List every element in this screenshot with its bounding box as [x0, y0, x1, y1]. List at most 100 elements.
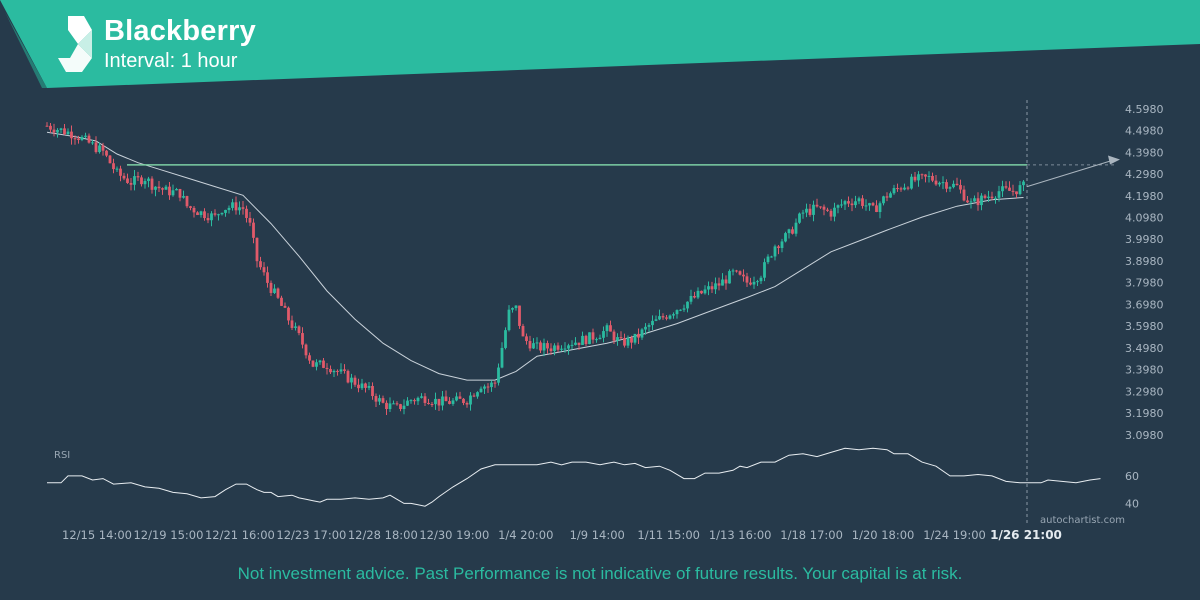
candle-body — [290, 320, 294, 328]
candle-body — [878, 203, 882, 213]
candle-body — [87, 135, 91, 143]
projection-line — [1026, 160, 1113, 188]
candle-body — [133, 176, 136, 185]
candle-body — [626, 337, 630, 346]
candle-body — [238, 207, 241, 211]
x-tick-label: 1/9 14:00 — [570, 528, 625, 542]
candle-body — [213, 213, 217, 215]
candle-body — [777, 246, 780, 249]
y-tick-label: 4.0980 — [1125, 211, 1164, 224]
candle-body — [675, 310, 679, 315]
candle-body — [98, 145, 101, 153]
candle-body — [101, 145, 105, 151]
x-tick-label: 12/28 18:00 — [348, 528, 418, 542]
candle-body — [651, 320, 654, 326]
candle-body — [444, 396, 448, 402]
candle-body — [269, 282, 273, 293]
candle-body — [693, 295, 696, 298]
price-y-axis: 4.5980 4.4980 4.3980 4.2980 4.1980 4.0980 3.99… — [1125, 103, 1164, 442]
candle-body — [539, 342, 542, 351]
candle-body — [1008, 187, 1011, 191]
x-tick-label: 1/11 15:00 — [637, 528, 700, 542]
candle-body — [182, 196, 185, 198]
candle-body — [371, 385, 374, 397]
candle-body — [119, 168, 122, 176]
candle-body — [80, 136, 84, 140]
header-banner: Blackberry Interval: 1 hour — [0, 0, 1200, 90]
candle-body — [903, 187, 906, 190]
candle-body — [997, 191, 1001, 198]
candle-body — [899, 188, 903, 190]
candle-body — [595, 339, 598, 341]
candle-body — [364, 383, 367, 388]
candle-body — [812, 204, 815, 215]
candle-body — [462, 398, 465, 404]
y-tick-label: 3.6980 — [1125, 298, 1164, 311]
interval-subtitle: Interval: 1 hour — [104, 50, 238, 72]
candle-body — [388, 403, 392, 410]
candle-body — [385, 402, 388, 410]
candle-body — [521, 325, 525, 337]
candle-body — [756, 281, 759, 283]
candle-body — [962, 189, 966, 201]
candle-body — [234, 202, 238, 211]
y-tick-label: 3.3980 — [1125, 364, 1164, 377]
candle-body — [203, 211, 206, 219]
candle-body — [794, 222, 798, 234]
candle-body — [283, 305, 287, 308]
candle-body — [553, 345, 556, 352]
candle-body — [511, 308, 514, 310]
candle-body — [353, 377, 357, 385]
candle-body — [525, 336, 528, 342]
candle-body — [924, 174, 927, 177]
candle-body — [805, 208, 808, 213]
candle-body — [157, 186, 161, 189]
candle-body — [784, 233, 787, 242]
candle-body — [472, 395, 476, 397]
candle-body — [423, 396, 427, 403]
candle-body — [350, 377, 353, 383]
candle-body — [647, 325, 651, 327]
instrument-title: Blackberry — [104, 15, 256, 47]
candle-body — [577, 342, 581, 345]
x-tick-label: 12/30 19:00 — [419, 528, 489, 542]
candle-body — [399, 404, 402, 409]
candle-body — [175, 189, 178, 191]
candle-body — [52, 129, 56, 133]
candle-body — [563, 348, 567, 350]
candle-body — [707, 286, 710, 290]
candle-body — [570, 344, 574, 346]
candle-body — [84, 135, 87, 137]
candle-body — [192, 207, 196, 213]
candle-body — [252, 222, 255, 238]
candle-body — [154, 186, 157, 190]
candle-body — [318, 360, 322, 363]
candle-body — [357, 384, 360, 389]
candle-body — [178, 189, 182, 198]
y-tick-label: 3.7980 — [1125, 277, 1164, 290]
candle-body — [1011, 190, 1015, 192]
candle-body — [220, 212, 224, 215]
rsi-tick-label: 40 — [1125, 497, 1139, 510]
candle-body — [661, 316, 665, 318]
candle-body — [612, 331, 616, 341]
candle-body — [868, 203, 871, 206]
candle-body — [66, 131, 70, 135]
candle-body — [360, 383, 364, 389]
candle-body — [759, 277, 763, 282]
rsi-line — [47, 447, 1101, 507]
candle-body — [1022, 181, 1025, 186]
candle-body — [574, 342, 577, 345]
x-tick-label: 12/19 15:00 — [133, 528, 203, 542]
candle-body — [952, 183, 955, 188]
x-tick-label: 1/20 18:00 — [852, 528, 915, 542]
candle-body — [392, 403, 395, 405]
candle-body — [413, 400, 416, 402]
candle-body — [840, 204, 843, 206]
candle-body — [710, 286, 714, 290]
y-tick-label: 3.5980 — [1125, 320, 1164, 333]
candle-body — [640, 329, 644, 338]
candle-body — [934, 180, 938, 185]
header-background — [0, 0, 1200, 88]
candle-body — [654, 319, 658, 321]
